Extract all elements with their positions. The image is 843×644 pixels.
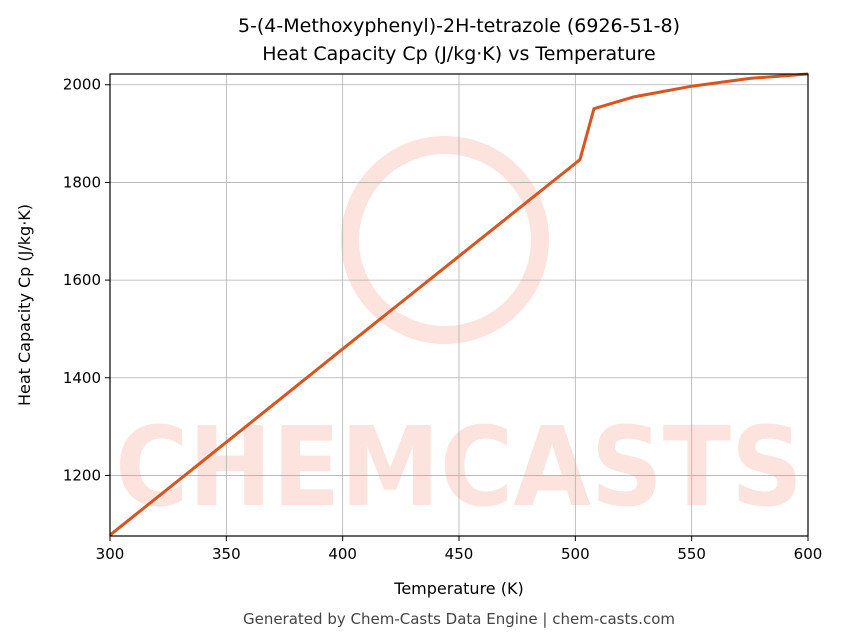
chart-title: 5-(4-Methoxyphenyl)-2H-tetrazole (6926-5… xyxy=(238,15,680,37)
y-tick-label: 1600 xyxy=(63,271,101,289)
y-tick-label: 1800 xyxy=(63,173,101,191)
plot-frame xyxy=(109,73,809,537)
y-axis-label: Heat Capacity Cp (J/kg·K) xyxy=(15,204,34,406)
y-tick-label: 2000 xyxy=(63,76,101,94)
x-tick-label: 400 xyxy=(328,545,357,563)
footer: Generated by Chem-Casts Data Engine | ch… xyxy=(243,610,675,628)
chart-subtitle: Heat Capacity Cp (J/kg·K) vs Temperature xyxy=(262,43,656,65)
watermark-logo xyxy=(341,136,549,344)
x-tick-label: 500 xyxy=(561,545,590,563)
x-axis-label: Temperature (K) xyxy=(393,579,523,598)
x-tick-label: 600 xyxy=(794,545,823,563)
y-tick-label: 1200 xyxy=(63,466,101,484)
x-tick-label: 550 xyxy=(677,545,706,563)
x-tick-label: 350 xyxy=(212,545,241,563)
x-tick-label: 450 xyxy=(445,545,474,563)
data-line xyxy=(110,72,808,536)
x-tick-label: 300 xyxy=(96,545,125,563)
y-tick-label: 1400 xyxy=(63,369,101,387)
